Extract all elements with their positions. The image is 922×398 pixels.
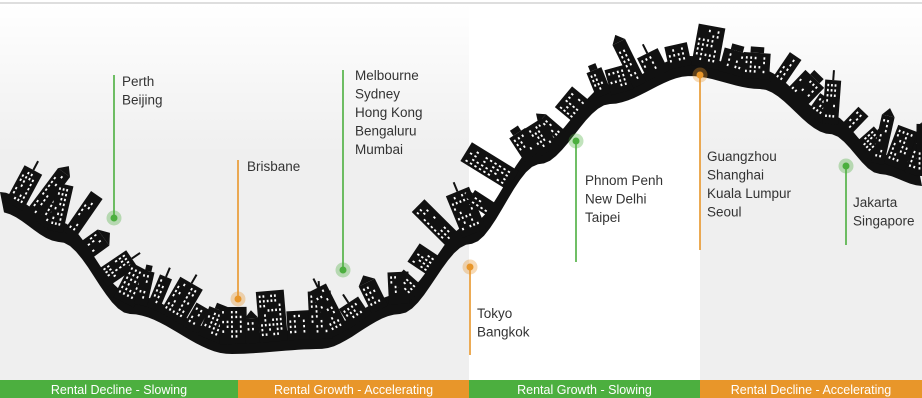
building [96, 250, 141, 287]
building [554, 86, 593, 124]
building [159, 274, 203, 326]
building [183, 302, 210, 334]
building [742, 46, 771, 80]
building [463, 189, 499, 218]
city-label: Jakarta [853, 195, 898, 210]
building [784, 69, 825, 110]
marker-dot [110, 214, 118, 222]
city-marker: Jakarta Singapore [838, 158, 915, 245]
city-label: Bengaluru [355, 124, 417, 139]
building [871, 108, 895, 166]
city-label: Bangkok [477, 325, 530, 340]
city-label: Brisbane [247, 159, 300, 174]
building [338, 293, 371, 328]
phase-label: Rental Growth - Slowing [517, 383, 652, 397]
building [407, 243, 443, 277]
building [134, 264, 155, 307]
building [445, 181, 487, 238]
building [612, 34, 647, 89]
marker-dot [466, 263, 474, 271]
building [691, 23, 726, 70]
building [535, 113, 568, 143]
city-label: Hong Kong [355, 105, 423, 120]
city-label: New Delhi [585, 192, 647, 207]
building [358, 275, 389, 314]
city-label: Singapore [853, 214, 915, 229]
city-marker: Melbourne Sydney Hong Kong Bengaluru Mumbai [335, 68, 423, 278]
building [286, 310, 311, 341]
city-label: Tokyo [477, 306, 512, 321]
city-skyline-wave [0, 23, 922, 354]
city-label: Phnom Penh [585, 173, 663, 188]
city-markers: Perth Beijing Brisbane Melbourne Sydney Hong … [106, 67, 915, 355]
phase-label: Rental Decline - Slowing [51, 383, 187, 397]
city-marker: Tokyo Bangkok [462, 259, 530, 355]
city-marker: Brisbane [230, 159, 300, 307]
building [47, 182, 74, 234]
marker-dot [234, 295, 242, 303]
building [146, 267, 173, 312]
building [219, 306, 247, 345]
building [883, 124, 919, 172]
phase-segment [700, 380, 922, 398]
phase-bar: Rental Decline - Slowing Rental Growth - … [0, 380, 922, 398]
building [524, 118, 559, 157]
building [244, 310, 260, 344]
city-label: Beijing [122, 93, 163, 108]
city-label: Kuala Lumpur [707, 186, 792, 201]
city-label: Perth [122, 74, 154, 89]
marker-dot [842, 162, 850, 170]
building [718, 43, 749, 78]
building [637, 43, 669, 81]
city-marker: Guangzhou Shanghai Kuala Lumpur Seoul [692, 67, 792, 250]
building [460, 142, 519, 190]
building [509, 125, 541, 162]
city-label: Sydney [355, 87, 400, 102]
phase-segment [238, 380, 469, 398]
phase-label: Rental Decline - Accelerating [731, 383, 892, 397]
building [309, 278, 350, 338]
building [916, 123, 922, 177]
city-label: Seoul [707, 205, 742, 220]
building [770, 52, 802, 89]
city-marker: Perth Beijing [106, 74, 163, 226]
city-marker: Phnom Penh New Delhi Taipei [568, 133, 663, 262]
city-label: Mumbai [355, 142, 403, 157]
building [255, 289, 288, 343]
building [411, 199, 462, 249]
city-label: Guangzhou [707, 149, 777, 164]
building [78, 229, 110, 260]
marker-dot [572, 137, 580, 145]
building [822, 70, 842, 125]
building [5, 160, 43, 211]
building [392, 269, 424, 300]
building [24, 166, 71, 222]
building [63, 190, 103, 240]
building [838, 106, 869, 137]
building [586, 63, 612, 99]
phase-segment [469, 380, 700, 398]
city-label: Melbourne [355, 68, 419, 83]
phase-segment [0, 380, 238, 398]
building [664, 42, 692, 70]
city-label: Taipei [585, 210, 620, 225]
city-label: Shanghai [707, 168, 764, 183]
marker-dot [696, 71, 704, 79]
marker-dot [339, 266, 347, 274]
phase-label: Rental Growth - Accelerating [274, 383, 433, 397]
